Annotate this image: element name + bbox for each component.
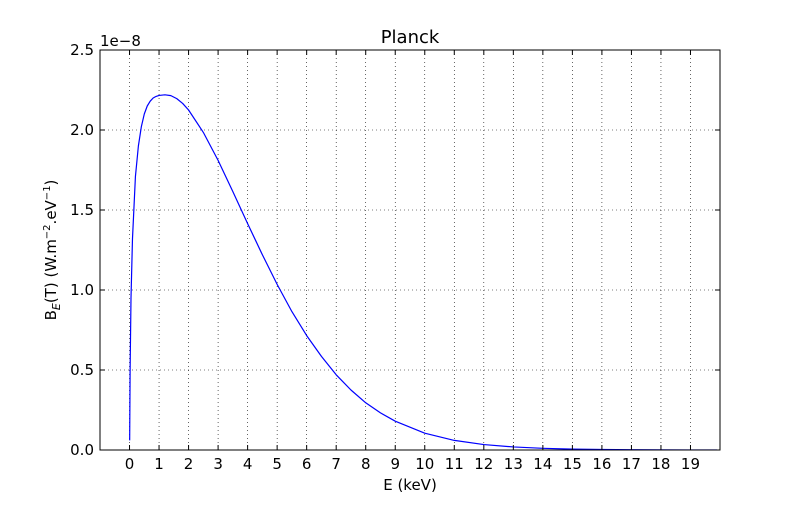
y-label-suffix: ) (42, 180, 60, 186)
x-tick-label: 14 (533, 455, 552, 473)
grid-lines (100, 50, 720, 450)
y-label-sup1: −2 (42, 224, 53, 239)
x-tick-label: 9 (390, 455, 400, 473)
plot-frame (99, 49, 721, 451)
x-tick-label: 10 (415, 455, 434, 473)
x-tick-labels: 0 1 2 3 4 5 6 7 8 9 10 11 12 13 14 15 16 17 18 19 (125, 455, 700, 473)
x-tick-label: 11 (445, 455, 464, 473)
y-tick-label: 2.0 (70, 121, 94, 139)
x-tick-label: 6 (302, 455, 312, 473)
y-label-middle2: .eV (42, 199, 60, 224)
y-tick-label: 0.5 (70, 361, 94, 379)
chart-title: Planck (381, 27, 440, 48)
x-tick-label: 5 (272, 455, 282, 473)
x-tick-label: 17 (622, 455, 641, 473)
x-tick-label: 3 (213, 455, 223, 473)
x-tick-label: 16 (592, 455, 611, 473)
y-label-middle: (T) (W.m (42, 239, 60, 303)
y-axis-offset-text: 1e−8 (100, 32, 141, 50)
x-tick-label: 18 (651, 455, 670, 473)
y-label-subscript: E (50, 303, 63, 310)
y-label-sup2: −1 (42, 185, 53, 200)
x-tick-label: 0 (125, 455, 135, 473)
y-tick-label: 1.5 (70, 201, 94, 219)
x-tick-label: 12 (474, 455, 493, 473)
x-tick-label: 8 (361, 455, 371, 473)
y-tick-labels: 0.0 0.5 1.0 1.5 2.0 2.5 (70, 41, 94, 459)
x-tick-label: 13 (504, 455, 523, 473)
plot-area (100, 50, 720, 450)
x-tick-label: 2 (184, 455, 194, 473)
y-axis-label: BE(T) (W.m−2.eV−1) (42, 180, 63, 321)
y-label-prefix: B (42, 310, 60, 320)
y-tick-label: 2.5 (70, 41, 94, 59)
tick-marks (100, 49, 720, 451)
y-tick-label: 0.0 (70, 441, 94, 459)
y-tick-label: 1.0 (70, 281, 94, 299)
x-tick-label: 1 (154, 455, 164, 473)
x-tick-label: 4 (243, 455, 253, 473)
x-tick-label: 19 (681, 455, 700, 473)
x-tick-label: 7 (331, 455, 341, 473)
x-axis-label: E (keV) (383, 476, 437, 494)
x-tick-label: 15 (563, 455, 582, 473)
